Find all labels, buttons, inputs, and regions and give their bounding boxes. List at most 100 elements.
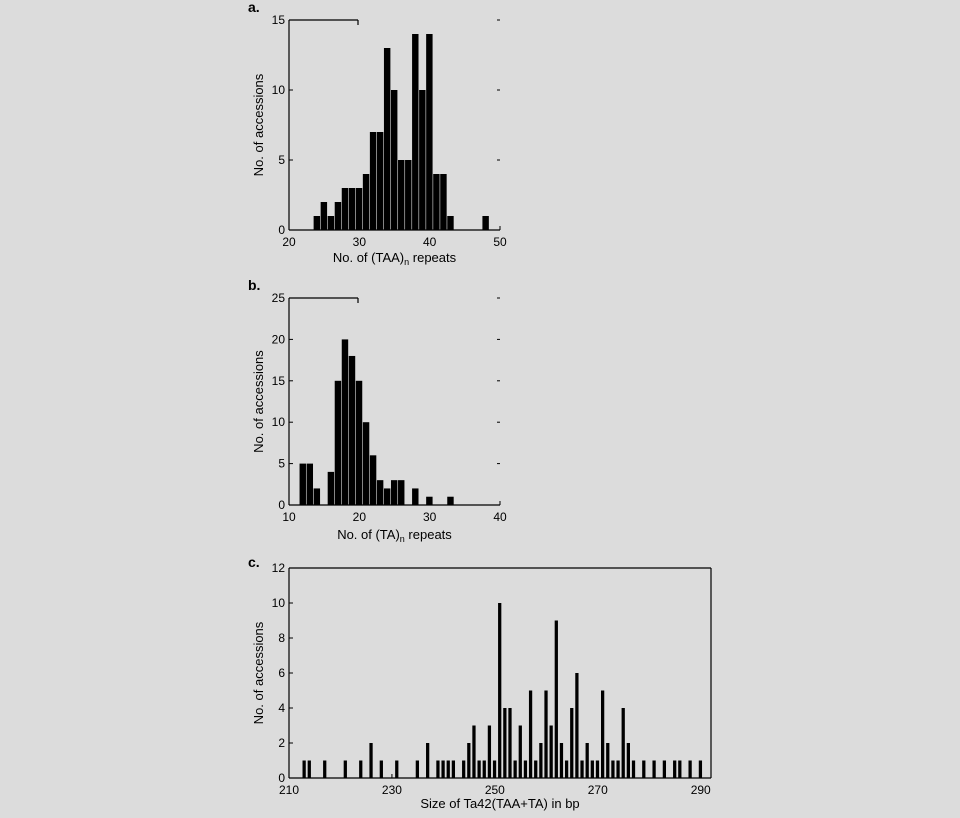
bar [398,160,405,230]
y-tick-label: 2 [278,736,285,750]
panel-label: a. [248,0,260,15]
x-tick-label: 30 [423,510,437,524]
bar [503,708,507,778]
bar [334,380,342,505]
bar [673,760,677,778]
bar [528,690,533,778]
y-tick-label: 20 [272,332,286,346]
bar [433,174,440,230]
bar [534,760,538,778]
bar [395,760,399,778]
bar [662,760,667,778]
bar [334,202,342,230]
bar [412,34,419,230]
bar [678,760,682,778]
bar [447,216,454,230]
bar [523,760,528,778]
y-tick-label: 8 [278,631,285,645]
panel-a: 0 5 10 15 20 30 40 50 a. No. of (TAA)n repeats No.… [248,0,507,267]
bar [369,743,373,778]
bar [451,760,456,778]
bar [642,760,646,778]
bar [348,355,356,505]
x-axis-label: Size of Ta42(TAA+TA) in bp [420,796,579,811]
bar [487,725,492,778]
bar [355,188,363,230]
y-tick-label: 0 [278,771,285,785]
bar [415,760,419,778]
bar [440,174,447,230]
bar [327,471,335,505]
x-axis-label: No. of (TA)n repeats [337,527,452,544]
bar [518,725,522,778]
x-tick-label: 20 [282,235,296,249]
y-axis-label: No. of accessions [251,621,266,724]
x-tick-label: 40 [423,235,437,249]
y-tick-label: 4 [278,701,285,715]
bar [327,216,335,230]
bar [419,90,426,230]
bar [544,690,548,778]
bar [559,743,564,778]
bar [306,463,314,505]
x-tick-label: 250 [485,783,505,797]
bar [348,188,356,230]
bar [405,160,412,230]
y-axis-label: No. of accessions [251,73,266,176]
x-axis-label: No. of (TAA)n repeats [333,250,457,267]
bar [426,743,430,778]
bar [616,760,620,778]
bar [426,496,433,505]
x-tick-label: 290 [691,783,711,797]
bar [362,422,370,505]
x-tick-label: 40 [493,510,507,524]
y-tick-label: 6 [278,666,285,680]
bar [580,760,584,778]
bar [426,34,433,230]
y-tick-label: 15 [272,13,286,27]
bar [498,603,502,778]
bar [383,488,391,505]
bar [626,743,630,778]
bar [343,760,347,778]
x-tick-label: 10 [282,510,296,524]
x-tick-label: 270 [588,783,608,797]
panel-label: c. [248,554,260,570]
bar [359,760,363,778]
bar [606,743,610,778]
y-axis-label: No. of accessions [251,350,266,453]
y-tick-label: 10 [272,415,286,429]
bar [441,760,445,778]
bar [631,760,636,778]
bar [688,760,692,778]
y-tick-label: 10 [272,83,286,97]
bar [570,708,574,778]
y-tick-label: 0 [278,498,285,512]
bar [595,760,600,778]
bar [369,132,377,230]
bar [611,760,615,778]
bar [575,673,579,778]
bar [446,760,450,778]
bar [299,463,306,505]
bar [376,480,384,505]
x-tick-label: 30 [353,235,367,249]
bar [376,132,384,230]
bar [447,496,454,505]
bar [369,455,377,505]
panel-label: b. [248,277,260,293]
bar [513,760,517,778]
bar [590,760,594,778]
panel-b: 0 5 10 15 20 25 10 20 30 40 b. No. of (TA)n repeats… [248,277,507,544]
x-tick-label: 230 [382,783,402,797]
bar [621,708,625,778]
bar [383,48,391,230]
bar [341,188,349,230]
bar [398,480,405,505]
bar [492,760,497,778]
bar [477,760,481,778]
x-tick-label: 50 [493,235,507,249]
y-tick-label: 10 [272,596,286,610]
bar [390,480,398,505]
